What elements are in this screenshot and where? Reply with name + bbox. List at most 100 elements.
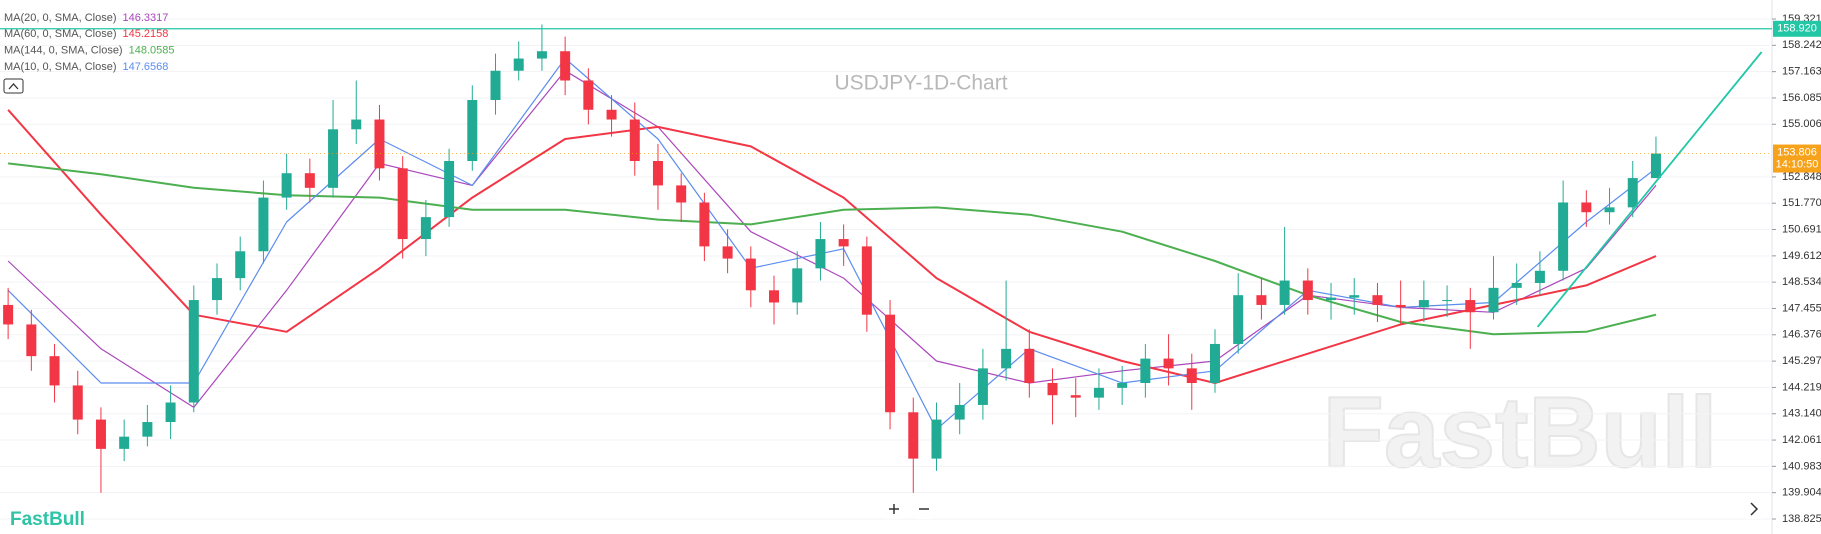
candle-body: [1534, 270, 1545, 283]
y-tick-label: 155.006: [1782, 118, 1821, 130]
last-price-label: 153.806: [1777, 146, 1817, 158]
candle-body: [792, 268, 803, 303]
candle-body: [119, 436, 130, 449]
candle-body: [281, 173, 292, 198]
candle-body: [861, 246, 872, 315]
legend-name: MA(20, 0, SMA, Close): [4, 12, 116, 24]
candle-body: [722, 246, 733, 259]
candle-body: [1349, 295, 1360, 298]
last-price-label-box: [1773, 144, 1821, 173]
chart-title: USDJPY-1D-Chart: [834, 72, 1007, 95]
candle-body: [1488, 287, 1499, 313]
candle-body: [1418, 300, 1429, 308]
y-tick-label: 157.163: [1782, 66, 1821, 78]
candle-body: [769, 290, 780, 303]
candle-body: [1070, 395, 1081, 398]
candle-body: [931, 419, 942, 459]
candle-body: [3, 304, 14, 325]
candle-body: [1604, 207, 1615, 213]
candle-body: [1209, 343, 1220, 383]
candle-body: [1117, 382, 1128, 388]
candle-body: [885, 314, 896, 413]
y-tick-label: 147.455: [1782, 302, 1821, 314]
candle-body: [676, 185, 687, 203]
y-tick-label: 143.140: [1782, 408, 1821, 420]
legend-name: MA(60, 0, SMA, Close): [4, 28, 116, 40]
candle-body: [1279, 280, 1290, 305]
collapse-button[interactable]: [3, 78, 24, 94]
ma-line: [7, 109, 1657, 384]
candle-body: [536, 51, 547, 59]
candle-body: [1024, 348, 1035, 383]
y-tick-label: 140.983: [1782, 460, 1821, 472]
y-tick-label: 142.061: [1782, 434, 1821, 446]
legend-name: MA(10, 0, SMA, Close): [4, 61, 116, 73]
candle-body: [1326, 297, 1337, 301]
scroll-right-button[interactable]: [1744, 499, 1764, 519]
y-tick-label: 150.691: [1782, 223, 1821, 235]
ma-line: [7, 70, 1657, 408]
candle-body: [1442, 300, 1453, 302]
candle-body: [815, 239, 826, 269]
y-tick-label: 139.904: [1782, 487, 1821, 499]
price-line-label: 158.920: [1777, 23, 1817, 35]
candle-body: [1372, 295, 1383, 305]
candle-body: [1163, 358, 1174, 369]
candle-body: [397, 168, 408, 240]
candle-body: [142, 422, 153, 437]
legend-name: MA(144, 0, SMA, Close): [4, 45, 123, 57]
zoom-in-button[interactable]: [884, 499, 904, 519]
candle-body: [188, 300, 199, 403]
y-tick-label: 156.085: [1782, 92, 1821, 104]
candle-body: [954, 404, 965, 420]
candle-body: [1233, 295, 1244, 344]
candle-body: [328, 129, 339, 188]
candle-body: [467, 100, 478, 162]
candle-body: [304, 173, 315, 188]
candle-body: [235, 251, 246, 279]
candle-body: [1465, 300, 1476, 313]
candle-body: [1047, 382, 1058, 396]
zoom-out-button[interactable]: [914, 499, 934, 519]
candle-body: [1395, 304, 1406, 308]
ma-line: [7, 57, 1657, 430]
candle-body: [652, 161, 663, 186]
candle-body: [629, 119, 640, 162]
candle-body: [908, 412, 919, 459]
y-tick-label: 138.825: [1782, 513, 1821, 525]
watermark: FastBull: [1323, 376, 1717, 488]
candle-body: [95, 419, 106, 449]
candle-body: [513, 58, 524, 71]
candle-body: [1558, 202, 1569, 271]
countdown-label: 14:10:50: [1776, 158, 1819, 170]
price-line-label-box: [1773, 20, 1821, 37]
candle-body: [420, 217, 431, 240]
candle-body: [1001, 348, 1012, 369]
candle-body: [258, 197, 269, 252]
candle-body: [72, 385, 83, 420]
candle-body: [490, 70, 501, 101]
candle-body: [838, 239, 849, 247]
y-tick-label: 149.612: [1782, 250, 1821, 262]
candle-body: [1650, 153, 1661, 179]
legend-value: 145.2158: [122, 28, 168, 40]
candle-body: [699, 202, 710, 247]
y-tick-label: 144.219: [1782, 381, 1821, 393]
candle-body: [1186, 368, 1197, 383]
candle-body: [1511, 282, 1522, 288]
candle-body: [977, 368, 988, 405]
candle-body: [560, 51, 571, 81]
trend-line: [1536, 51, 1763, 328]
candle-body: [1256, 295, 1267, 305]
candle-body: [49, 356, 60, 386]
y-tick-label: 158.242: [1782, 39, 1821, 51]
legend-value: 147.6568: [122, 61, 168, 73]
candle-body: [745, 258, 756, 291]
candle-body: [351, 119, 362, 130]
candle-body: [374, 119, 385, 169]
candle-body: [165, 402, 176, 423]
legend-value: 148.0585: [129, 45, 175, 57]
candle-body: [1093, 387, 1104, 398]
